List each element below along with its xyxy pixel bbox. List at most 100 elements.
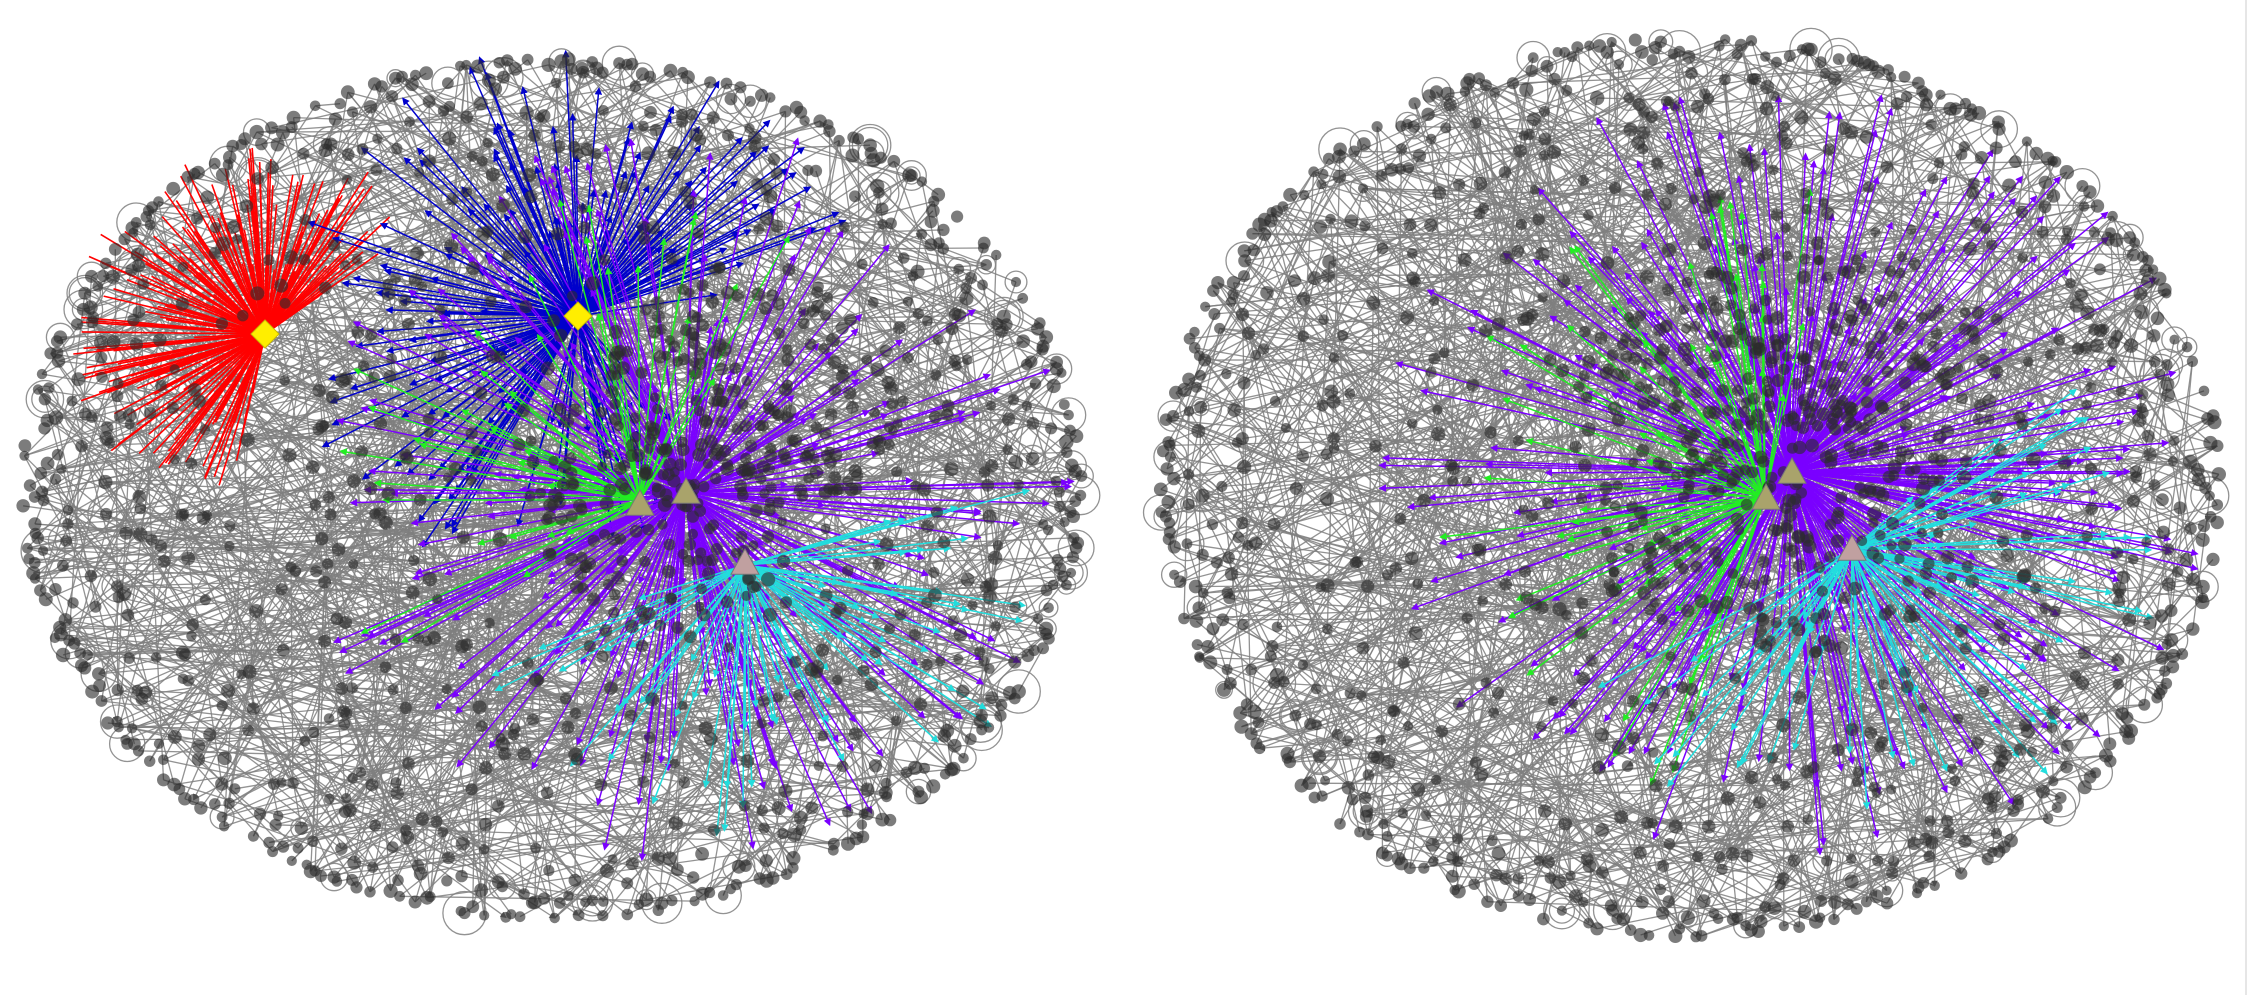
network-node — [625, 438, 639, 452]
red-hub-edge — [193, 333, 266, 443]
network-node — [638, 613, 650, 625]
green-hub-edge — [367, 405, 641, 501]
self-loop — [996, 669, 1041, 714]
network-node — [568, 140, 580, 153]
network-node — [167, 729, 182, 744]
network-node — [583, 640, 596, 653]
network-node — [554, 328, 568, 343]
network-node — [629, 524, 643, 538]
network-node — [676, 436, 688, 448]
network-node — [299, 214, 312, 226]
network-node — [951, 210, 964, 223]
network-node — [1841, 898, 1854, 911]
network-node — [646, 220, 661, 235]
network-node — [916, 482, 932, 497]
network-node — [478, 817, 493, 832]
network-node — [312, 383, 326, 398]
network-node — [914, 697, 927, 711]
network-node — [704, 434, 718, 448]
network-node — [422, 95, 436, 108]
network-node — [909, 629, 921, 641]
red-hub-edge — [167, 333, 266, 452]
self-loop — [950, 744, 977, 772]
red-hub-edge — [264, 258, 361, 335]
network-node — [653, 350, 667, 364]
network-node — [548, 455, 559, 466]
network-node — [780, 868, 793, 880]
network-node — [365, 778, 379, 792]
network-node — [181, 551, 196, 566]
network-node — [771, 801, 786, 816]
network-node — [53, 330, 68, 345]
network-node — [1043, 602, 1054, 614]
network-node — [753, 872, 766, 885]
network-node — [218, 821, 230, 832]
background-edge — [118, 514, 183, 728]
background-edge — [59, 626, 342, 850]
network-node — [201, 510, 212, 521]
network-node — [722, 129, 734, 142]
network-node — [481, 225, 494, 238]
network-node — [907, 270, 919, 282]
network-node — [35, 485, 49, 498]
network-node — [455, 869, 468, 883]
network-node — [385, 90, 399, 103]
network-node — [434, 304, 446, 316]
network-node — [51, 448, 64, 461]
network-node — [749, 504, 763, 518]
violet-hub-edge — [602, 491, 686, 851]
network-node — [186, 630, 197, 642]
background-edge — [325, 143, 390, 295]
network-node — [897, 395, 909, 407]
network-node — [965, 272, 977, 284]
network-node — [455, 905, 466, 917]
network-node — [1040, 584, 1053, 597]
network-node — [1050, 475, 1062, 486]
network-node — [444, 100, 455, 112]
network-node — [939, 769, 951, 780]
network-node — [687, 337, 701, 350]
network-node — [817, 730, 829, 742]
background-edge — [61, 564, 394, 848]
red-hub-edge — [154, 333, 266, 395]
network-node — [330, 612, 344, 626]
network-node — [2046, 722, 2058, 733]
violet-hub-edge — [545, 491, 686, 630]
network-node — [382, 278, 394, 290]
network-node — [1059, 434, 1074, 450]
network-node — [474, 386, 488, 400]
network-node — [643, 443, 654, 454]
network-node — [2173, 501, 2187, 515]
background-edge — [321, 538, 604, 917]
network-node — [672, 356, 684, 367]
red-hub-edge — [225, 223, 266, 335]
cyan-hub-edge — [674, 564, 746, 718]
network-node — [577, 203, 588, 214]
network-node — [787, 827, 802, 843]
green-hub-edge — [373, 479, 641, 501]
network-node — [872, 434, 884, 446]
network-node — [1026, 417, 1040, 430]
network-node — [652, 404, 663, 415]
network-node — [153, 196, 164, 207]
network-node — [773, 327, 785, 340]
red-hub-edge — [137, 333, 266, 390]
network-node — [415, 812, 429, 826]
network-node — [757, 695, 770, 708]
network-node — [2138, 698, 2151, 711]
self-loop — [1057, 529, 1095, 567]
network-node — [495, 732, 506, 744]
network-node — [285, 561, 297, 573]
network-node — [599, 529, 610, 540]
network-node — [186, 618, 199, 631]
self-loop — [191, 716, 228, 753]
network-node — [755, 88, 769, 102]
violet-hub-edge — [360, 405, 686, 493]
network-node — [432, 593, 443, 605]
network-node — [832, 674, 843, 686]
network-node — [796, 489, 809, 502]
network-node — [370, 164, 383, 176]
network-node — [51, 346, 64, 359]
background-edge — [41, 297, 967, 493]
background-edge — [174, 146, 560, 738]
